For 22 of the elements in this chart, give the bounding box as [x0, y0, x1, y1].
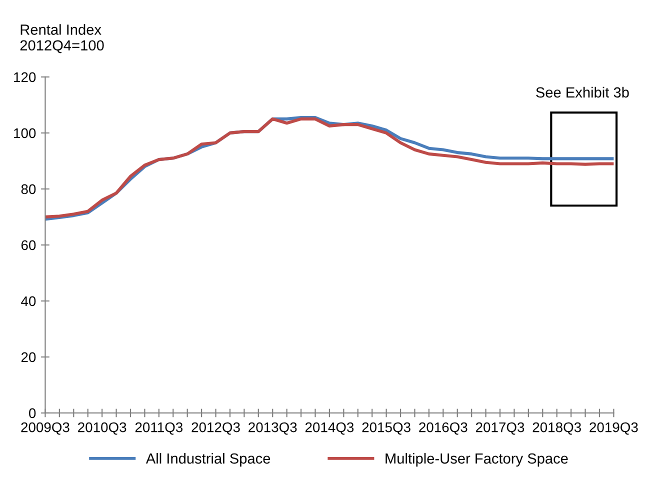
y-tick-label: 60: [21, 240, 36, 250]
legend-label: Multiple-User Factory Space: [386, 452, 568, 467]
x-tick-label: 2018Q3: [532, 422, 581, 435]
y-tick-label: 20: [21, 352, 36, 362]
y-tick-label: 100: [14, 128, 36, 138]
x-tick-label: 2012Q3: [192, 422, 240, 435]
x-tick-label: 2016Q3: [419, 422, 468, 435]
y-tick-label: 40: [21, 296, 36, 306]
x-tick-label: 2015Q3: [362, 422, 410, 435]
annotation: See Exhibit 3b: [536, 86, 629, 98]
x-tick-label: 2009Q3: [21, 422, 70, 435]
x-tick-label: 2014Q3: [305, 422, 354, 435]
x-tick-label: 2019Q3: [590, 422, 638, 435]
legend-label: All Industrial Space: [146, 452, 270, 467]
x-tick-label: 2011Q3: [135, 422, 183, 435]
y-tick-label: 120: [14, 72, 36, 82]
x-tick-label: 2017Q3: [476, 422, 524, 435]
y-tick-label: 0: [29, 408, 36, 418]
y-tick-label: 80: [21, 184, 36, 194]
x-tick-label: 2013Q3: [248, 422, 297, 435]
y-axis-title: Rental Index 2012Q4=100: [20, 24, 104, 54]
x-tick-label: 2010Q3: [78, 422, 126, 435]
